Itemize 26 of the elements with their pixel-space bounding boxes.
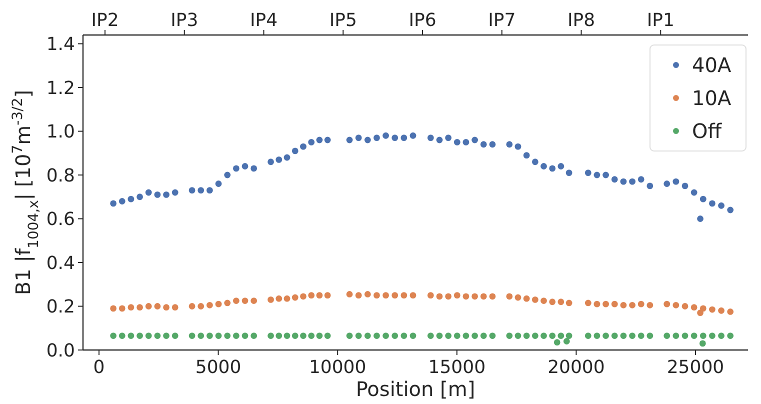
x-axis-title: Position [m] [356,377,476,401]
text: IP1 [646,10,674,31]
text: IP7 [488,10,516,31]
text: IP8 [567,10,596,31]
x-tick-label: 25000 [666,357,724,378]
y-tick-label: 0.6 [46,209,75,230]
y-tick-label: 0.2 [46,296,75,318]
y-tick-label: 0.0 [46,340,75,362]
legend-label: Off [692,119,723,143]
x-tick-label: 0 [93,357,105,378]
y-tick-label: 1.0 [46,122,75,143]
y-tick-label: 0.4 [46,252,75,274]
legend-label: 10A [692,86,732,110]
y-tick-label: 0.8 [46,165,75,186]
x-tick-label: 20000 [548,357,605,378]
text: IP3 [170,10,198,31]
text: IP6 [408,10,436,31]
y-tick-label: 1.4 [46,34,75,56]
x-tick-label: 10000 [308,357,366,378]
x-tick-label: 15000 [428,357,486,378]
legend-label: 40A [692,53,732,77]
text: IP5 [329,10,357,31]
y-tick-label: 1.2 [46,78,75,99]
text: IP4 [250,10,278,31]
text: IP2 [91,10,119,31]
x-tick-label: 5000 [195,357,242,378]
